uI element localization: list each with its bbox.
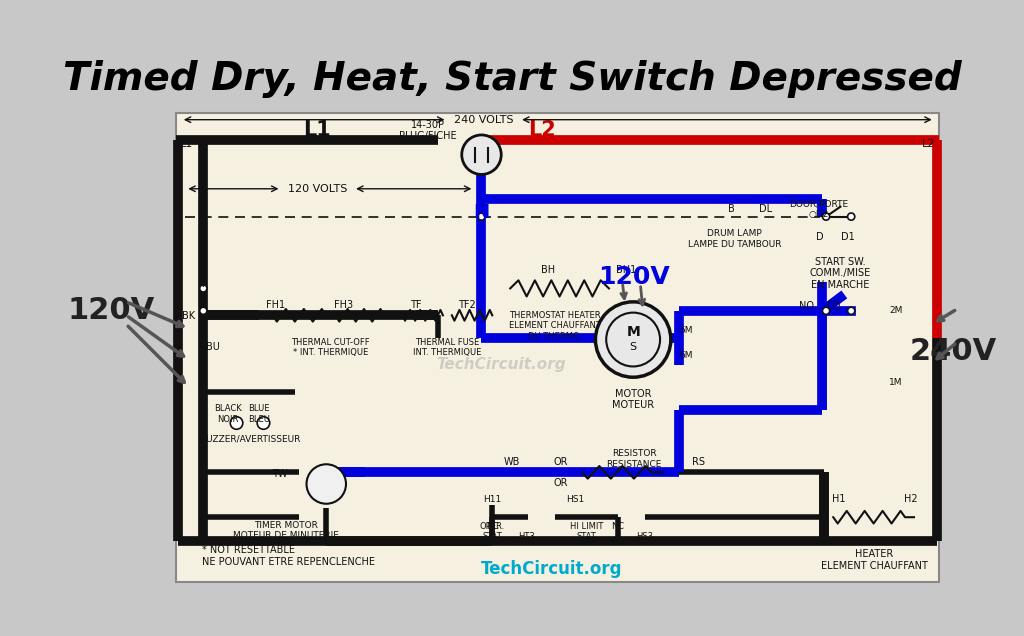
Text: Timed Dry, Heat, Start Switch Depressed: Timed Dry, Heat, Start Switch Depressed	[62, 60, 962, 99]
Text: BU: BU	[206, 342, 220, 352]
Text: WB: WB	[504, 457, 520, 467]
Text: N: N	[473, 203, 489, 221]
Text: MOTOR
MOTEUR: MOTOR MOTEUR	[612, 389, 654, 410]
Text: START SW.
COMM./MISE
EN MARCHE: START SW. COMM./MISE EN MARCHE	[810, 256, 871, 290]
Circle shape	[822, 213, 829, 220]
Circle shape	[595, 302, 671, 377]
Circle shape	[200, 307, 207, 314]
Text: TechCircuit.org: TechCircuit.org	[480, 560, 623, 578]
Text: HS3: HS3	[636, 532, 653, 541]
Text: BLACK
NOIR: BLACK NOIR	[214, 404, 242, 424]
Circle shape	[822, 307, 829, 314]
Circle shape	[462, 135, 501, 174]
Circle shape	[257, 417, 269, 429]
Text: THERMOSTAT HEATER
ELEMENT CHAUFFANT
DU THERMO.: THERMOSTAT HEATER ELEMENT CHAUFFANT DU T…	[509, 311, 601, 341]
Circle shape	[478, 213, 485, 220]
Text: TW: TW	[271, 469, 288, 479]
Text: RS: RS	[692, 457, 706, 467]
Text: BK: BK	[181, 311, 195, 321]
Text: D: D	[816, 232, 823, 242]
Text: L2: L2	[527, 120, 555, 141]
Text: BH: BH	[541, 265, 555, 275]
Text: H1: H1	[831, 494, 846, 504]
Text: L1: L1	[180, 139, 194, 149]
Text: TechCircuit.org: TechCircuit.org	[436, 357, 566, 372]
Text: NC: NC	[611, 522, 625, 530]
Text: OR: OR	[553, 457, 567, 467]
Text: R: R	[200, 529, 207, 538]
Text: BH1: BH1	[616, 265, 636, 275]
Text: TF2: TF2	[459, 300, 476, 310]
Text: NC: NC	[485, 522, 499, 530]
Text: HS1: HS1	[565, 495, 584, 504]
Circle shape	[230, 417, 243, 429]
Text: V: V	[200, 279, 207, 289]
Text: L2: L2	[923, 139, 936, 149]
Text: OR: OR	[553, 478, 567, 488]
Text: 6M: 6M	[679, 351, 692, 360]
Circle shape	[848, 213, 855, 220]
Text: FH1: FH1	[265, 300, 285, 310]
Text: 240V: 240V	[910, 336, 997, 366]
Text: H11: H11	[483, 495, 502, 504]
Text: HI LIMIT
STAT: HI LIMIT STAT	[569, 522, 603, 541]
Circle shape	[200, 285, 207, 292]
Text: HT3: HT3	[518, 532, 535, 541]
Bar	[176, 113, 939, 582]
Text: BLUE
BLEU: BLUE BLEU	[248, 404, 270, 424]
Text: D1: D1	[841, 232, 854, 242]
Text: DL: DL	[760, 204, 772, 214]
Text: H2: H2	[903, 494, 918, 504]
Text: 14-30P
PLUG/FICHE: 14-30P PLUG/FICHE	[398, 120, 457, 141]
Text: L1: L1	[303, 120, 331, 141]
Text: RESISTOR
RESISTANCE: RESISTOR RESISTANCE	[606, 449, 662, 469]
Text: 120 VOLTS: 120 VOLTS	[288, 184, 347, 194]
Text: THERMAL FUSE
INT. THERMIQUE: THERMAL FUSE INT. THERMIQUE	[414, 338, 481, 357]
Text: NO: NO	[799, 301, 814, 312]
Text: BUZZER/AVERTISSEUR: BUZZER/AVERTISSEUR	[200, 434, 300, 444]
Circle shape	[306, 464, 346, 504]
Text: 5M: 5M	[679, 326, 692, 335]
Text: OPER.
STAT: OPER. STAT	[479, 522, 505, 541]
Text: FH3: FH3	[334, 300, 353, 310]
Text: 1M: 1M	[889, 378, 903, 387]
Text: TIMER MOTOR
MOTEUR DE MINUTERIE: TIMER MOTOR MOTEUR DE MINUTERIE	[232, 521, 339, 541]
Text: * NOT RESETTABLE
NE POUVANT ETRE REPENCLENCHE: * NOT RESETTABLE NE POUVANT ETRE REPENCL…	[203, 545, 376, 567]
Text: CO: CO	[826, 301, 841, 312]
Text: THERMAL CUT-OFF
* INT. THERMIQUE: THERMAL CUT-OFF * INT. THERMIQUE	[292, 338, 370, 357]
Text: B: B	[728, 204, 734, 214]
Text: 120V: 120V	[598, 265, 670, 289]
Text: HEATER
ELEMENT CHAUFFANT: HEATER ELEMENT CHAUFFANT	[821, 550, 928, 571]
Text: S: S	[630, 342, 637, 352]
Text: 2M: 2M	[890, 307, 903, 315]
Text: DRUM LAMP
LAMPE DU TAMBOUR: DRUM LAMP LAMPE DU TAMBOUR	[688, 230, 781, 249]
Circle shape	[848, 307, 855, 314]
Text: 240 VOLTS: 240 VOLTS	[454, 114, 513, 125]
Text: M: M	[627, 326, 640, 340]
Text: 120V: 120V	[68, 296, 155, 326]
Text: TF: TF	[411, 300, 422, 310]
Text: DOOR/PORTE
○D2: DOOR/PORTE ○D2	[790, 200, 849, 219]
